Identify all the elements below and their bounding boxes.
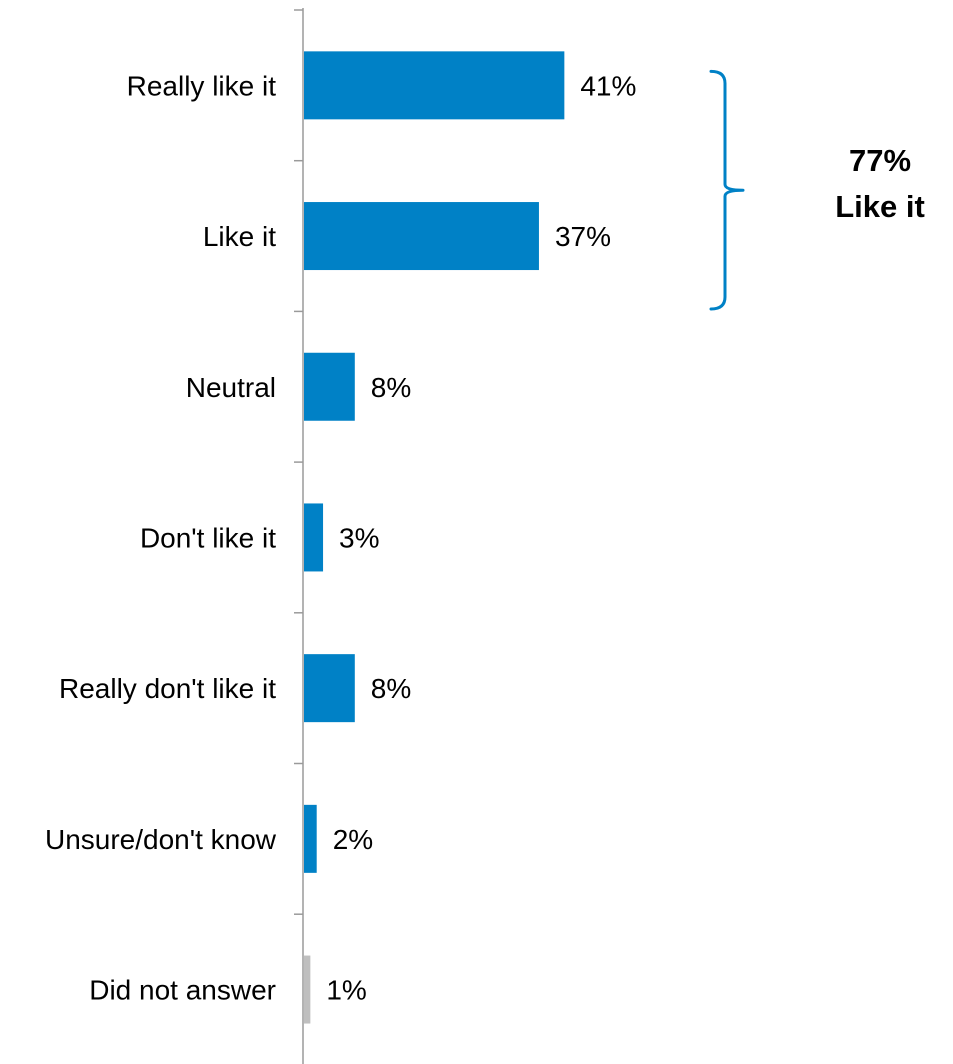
callout-percent: 77% — [849, 143, 911, 178]
data-label: 2% — [333, 824, 373, 855]
bar — [304, 352, 355, 421]
data-label: 41% — [580, 70, 636, 101]
category-label: Really don't like it — [59, 673, 276, 704]
bar — [304, 955, 311, 1024]
category-label: Unsure/don't know — [45, 824, 277, 855]
bar — [304, 654, 355, 723]
bar — [304, 804, 317, 873]
bar — [304, 503, 324, 572]
bar — [304, 202, 539, 271]
category-label: Did not answer — [89, 975, 276, 1006]
data-label: 1% — [326, 975, 366, 1006]
data-label: 3% — [339, 522, 379, 553]
data-label: 8% — [371, 673, 411, 704]
data-label: 37% — [555, 221, 611, 252]
data-labels: 41% 37% 8% 3% 8% 2% 1% — [326, 70, 636, 1005]
category-label: Really like it — [127, 70, 277, 101]
category-label: Don't like it — [140, 522, 276, 553]
callout: 77% Like it — [709, 69, 925, 311]
category-labels: Really like it Like it Neutral Don't like i… — [45, 70, 277, 1005]
category-axis — [294, 8, 304, 1064]
category-label: Like it — [203, 221, 276, 252]
data-label: 8% — [371, 372, 411, 403]
category-label: Neutral — [186, 372, 276, 403]
bar — [304, 51, 565, 120]
callout-caption: Like it — [835, 189, 925, 224]
bars — [304, 51, 565, 1024]
callout-bracket — [709, 69, 745, 311]
